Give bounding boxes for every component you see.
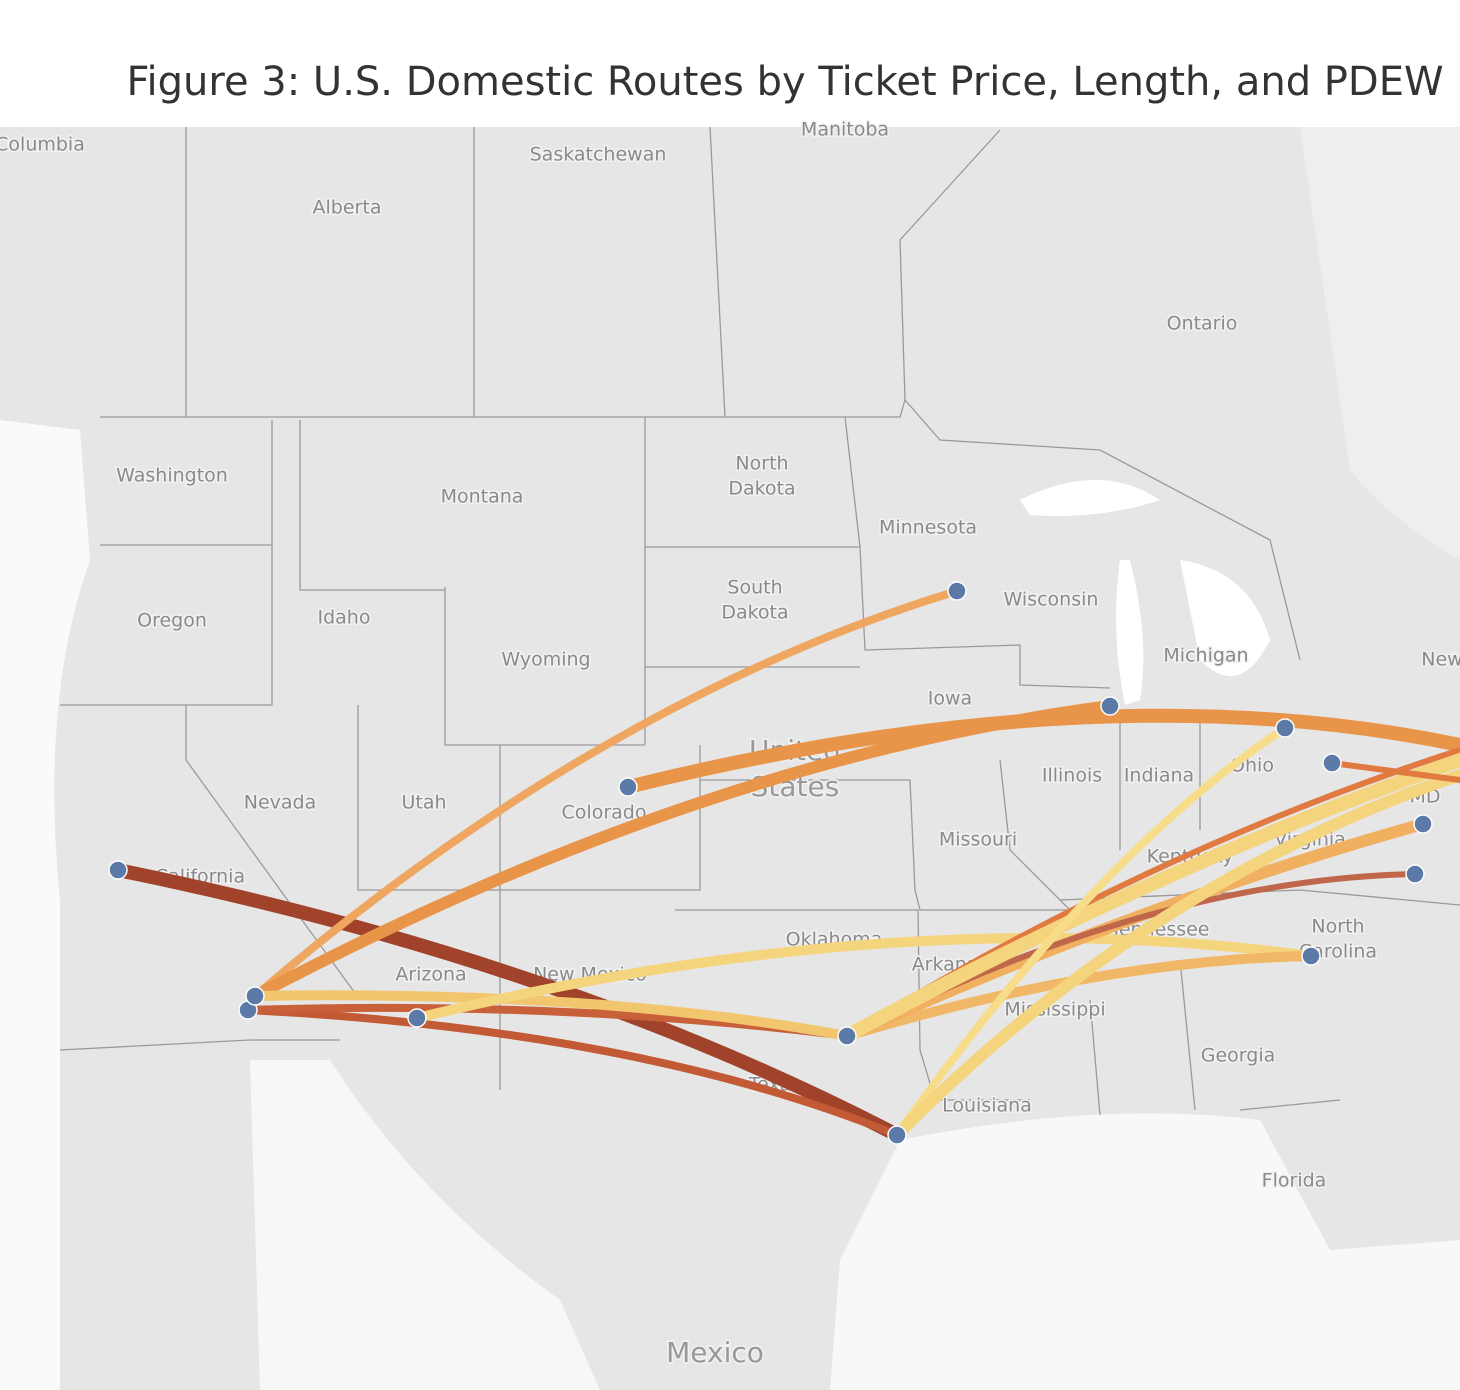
airport	[887, 1125, 907, 1145]
region-label: North	[735, 453, 788, 475]
route	[250, 990, 852, 1041]
region-label: South	[727, 577, 782, 599]
region-label: Iowa	[928, 688, 972, 710]
title: Figure 3: U.S. Domestic Routes by Ticket…	[126, 59, 1443, 105]
region-label: Arizona	[395, 964, 466, 986]
route	[1329, 760, 1460, 783]
airport	[1405, 864, 1425, 884]
airport	[1322, 753, 1342, 773]
airport	[837, 1026, 857, 1046]
region-label: Indiana	[1124, 765, 1194, 787]
airports	[108, 581, 1433, 1145]
route	[251, 587, 961, 1000]
route	[244, 1006, 901, 1139]
region-label: Montana	[441, 486, 524, 508]
region-label: Florida	[1262, 1170, 1327, 1192]
region-label: Utah	[401, 792, 446, 814]
region-label: Wyoming	[501, 649, 590, 671]
map-labels: Columbia Manitoba Saskatchewan Alberta Ontar…	[0, 117, 1460, 1371]
region-label: Georgia	[1201, 1045, 1276, 1067]
region-label: North	[1311, 916, 1364, 938]
airport	[618, 777, 638, 797]
region-label: Wisconsin	[1004, 589, 1099, 611]
route	[891, 769, 1460, 1141]
region-label: Ontario	[1167, 313, 1238, 335]
region-label: Manitoba	[801, 119, 889, 141]
region-label: Mexico	[666, 1336, 764, 1369]
route	[842, 951, 1316, 1041]
route	[412, 932, 1316, 1023]
region-label: Washington	[116, 465, 228, 487]
airport	[1100, 696, 1120, 716]
region-label: Illinois	[1042, 765, 1102, 787]
airport	[1301, 946, 1321, 966]
airport	[947, 581, 967, 601]
region-label: Michigan	[1163, 645, 1248, 667]
region-label: Columbia	[0, 134, 85, 156]
route	[621, 708, 1460, 794]
airport	[1275, 718, 1295, 738]
airport	[1413, 814, 1433, 834]
region-label: Oregon	[137, 610, 207, 632]
routes	[111, 587, 1460, 1142]
route	[111, 863, 904, 1142]
region-label: Dakota	[721, 602, 788, 624]
region-label: Louisiana	[942, 1095, 1032, 1117]
region-label: Colorado	[562, 802, 647, 824]
region-label: New	[1421, 649, 1460, 671]
region-label: Missouri	[939, 829, 1017, 851]
region-label: Idaho	[318, 607, 371, 629]
region-label: Alberta	[313, 197, 382, 219]
region-label: Nevada	[244, 792, 317, 814]
airport	[407, 1008, 427, 1028]
region-label: Saskatchewan	[530, 144, 667, 166]
route	[893, 724, 1289, 1139]
airport	[245, 986, 265, 1006]
route	[840, 753, 1460, 1043]
region-label: Minnesota	[879, 517, 977, 539]
region-label: Dakota	[728, 478, 795, 500]
airport	[108, 860, 128, 880]
